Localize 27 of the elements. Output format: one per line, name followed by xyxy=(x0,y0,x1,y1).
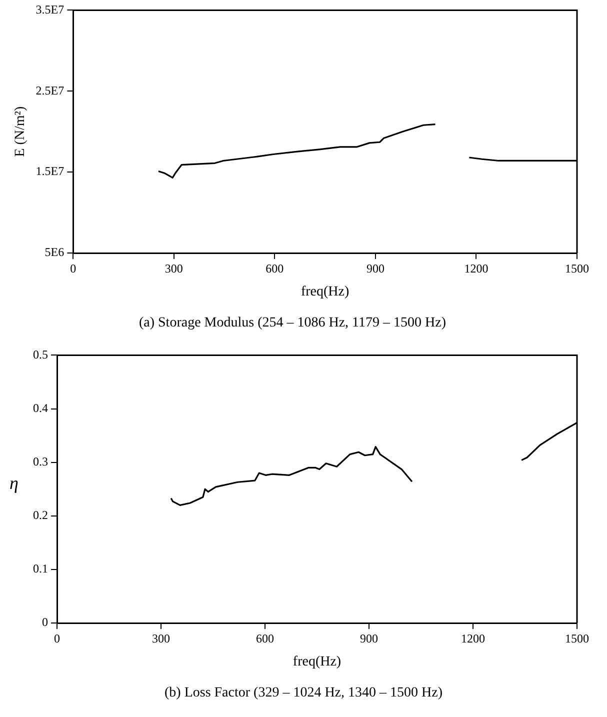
x-tick-label: 900 xyxy=(360,631,378,646)
y-axis-title: η xyxy=(10,472,19,493)
x-axis-title: freq(Hz) xyxy=(292,654,342,670)
y-axis-title: E (N/m²) xyxy=(13,106,28,157)
y-tick-label: 0.1 xyxy=(33,562,48,576)
x-tick-label: 0 xyxy=(70,261,76,276)
y-tick-label: 2.5E7 xyxy=(36,83,64,98)
x-tick-label: 1500 xyxy=(565,631,589,646)
x-tick-label: 1200 xyxy=(461,631,485,646)
y-tick-label: 1.5E7 xyxy=(36,164,64,178)
x-tick-label: 1200 xyxy=(464,261,488,276)
y-tick-label: 5E6 xyxy=(44,245,64,260)
x-tick-label: 900 xyxy=(366,261,384,276)
y-tick-label: 3.5E7 xyxy=(36,2,64,16)
y-tick-label: 0 xyxy=(42,615,48,630)
x-tick-label: 300 xyxy=(164,261,183,276)
x-axis-title: freq(Hz) xyxy=(300,284,350,300)
text: (b) Loss Factor (329 – 1024 Hz, 1340 – 1500 Hz) xyxy=(164,685,443,700)
x-tick-label: 1500 xyxy=(565,261,589,276)
x-tick-label: 600 xyxy=(266,261,284,276)
y-tick-label: 0.3 xyxy=(33,454,48,468)
x-tick-label: 300 xyxy=(152,631,170,646)
x-tick-label: 600 xyxy=(256,631,274,646)
text: (a) Storage Modulus (254 – 1086 Hz, 1179 – 1500 Hz) xyxy=(138,315,446,330)
y-tick-label: 0.4 xyxy=(33,400,48,415)
y-tick-label: 0.2 xyxy=(33,508,48,522)
y-tick-label: 0.5 xyxy=(33,347,48,362)
